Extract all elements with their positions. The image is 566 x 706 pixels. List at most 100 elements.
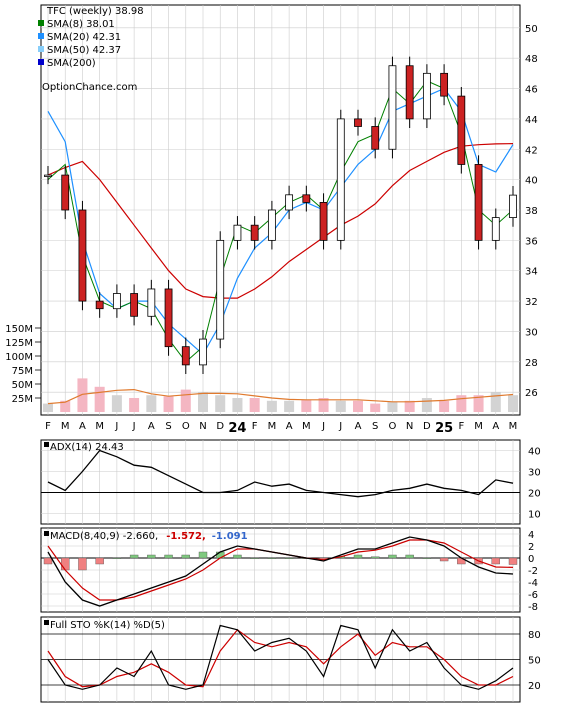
x-tick-label: A [286,421,293,432]
macd-tick-label: 0 [528,554,534,565]
price-candle [250,224,259,241]
x-tick-label: A [79,421,86,432]
price-candle [112,293,121,310]
price-candle [216,239,225,340]
macd-swatch [44,531,49,536]
price-candle [78,209,87,302]
x-tick-label: M [509,421,518,432]
volume-bar [249,398,260,412]
volume-bar [94,386,105,412]
x-tick-label: M [95,421,104,432]
legend-sma200: SMA(200) [47,58,96,69]
adx-tick-label: 40 [528,447,541,458]
macd-histogram-bar [95,557,104,565]
volume-bar [353,400,363,412]
volume-bar [232,398,243,412]
price-candle [474,164,483,241]
adx-tick-label: 10 [528,510,541,521]
macd-tick-label: -4 [528,578,538,589]
price-candle [354,118,362,127]
volume-bar [508,395,518,412]
price-candle [164,288,173,348]
macd-histogram-bar [371,556,380,559]
volume-tick-label: 25M [12,394,33,405]
price-title: TFC (weekly) 38.98 [46,6,144,17]
volume-tick-label: 100M [5,352,33,363]
macd-line [47,536,514,607]
price-candle [509,194,517,218]
adx-swatch [44,442,49,447]
price-tick-label: 44 [525,115,538,126]
adx-series [47,449,514,498]
price-candle [302,194,311,203]
legend-swatch-sma50 [38,46,44,52]
macd-histogram-bar [164,554,173,559]
price-candle [388,65,397,150]
sto-tick-label: 20 [528,681,541,692]
volume-bar [198,392,208,412]
x-tick-label: J [338,421,342,432]
x-tick-label: M [61,421,70,432]
price-candle [405,65,414,120]
price-tick-label: 26 [525,388,538,399]
volume-bar [284,400,295,412]
macd-tick-label: -2 [528,566,538,577]
legend-swatch-sma20 [38,33,44,39]
volume-bar [163,396,174,412]
macd-histogram-bar [61,557,70,571]
price-tick-label: 50 [525,24,538,35]
x-tick-label: M [302,421,311,432]
adx-title: ADX(14) 24.43 [50,442,124,453]
macd-main-value: MACD(8,40,9) -2.660, [50,531,158,542]
volume-tick-label: 125M [5,338,33,349]
x-tick-label: S [372,421,378,432]
volume-bars [43,378,518,412]
x-tick-label: D [423,421,431,432]
watermark: OptionChance.com [42,82,137,93]
macd-hist-value: -1.091 [212,531,248,542]
x-tick-label: D [216,421,224,432]
macd-histogram-bar [147,554,156,559]
volume-bar [318,398,329,412]
sto-swatch [44,620,49,625]
volume-bar [456,395,467,412]
price-candle [61,174,70,211]
price-tick-label: 48 [525,54,538,65]
macd-histogram-bar [43,557,53,565]
macd-title: MACD(8,40,9) -2.660, -1.572, -1.091 [50,531,248,542]
macd-series [43,536,518,607]
legend-swatch-sma8 [38,20,44,26]
axis-labels: F M A M J J A S O N D 24 F M A M J J A S O N D 25 F M A M5048464442… [5,24,540,692]
price-candle [440,72,449,97]
macd-histogram-bar [422,557,432,560]
price-candle [457,95,466,165]
macd-histogram-bar [439,557,449,562]
macd-tick-label: -6 [528,590,538,601]
x-tick-label: M [474,421,483,432]
price-tick-label: 30 [525,327,538,338]
macd-histogram-bar [388,554,397,559]
price-candle [267,209,276,241]
volume-average-line [47,388,514,405]
volume-bar [146,395,157,412]
volume-bar [266,400,277,412]
x-tick-label: F [45,421,51,432]
volume-bar [111,395,122,412]
legend-sma8: SMA(8) 38.01 [47,19,115,30]
price-candle [336,118,345,241]
macd-histogram-bar [78,557,87,571]
volume-bar [129,398,140,412]
price-tick-label: 40 [525,176,538,187]
macd-histogram-bar [233,554,242,559]
volume-bar [490,392,501,412]
macd-histogram-bar [508,557,518,565]
macd-histogram-bar [129,554,139,559]
price-candle [233,224,242,241]
macd-histogram-bar [198,551,208,559]
price-tick-label: 38 [525,206,538,217]
x-tick-label: N [199,421,206,432]
macd-histogram-bar [284,557,294,560]
sto-k-line [47,624,514,690]
price-candle [285,194,294,211]
x-tick-label: M [268,421,277,432]
